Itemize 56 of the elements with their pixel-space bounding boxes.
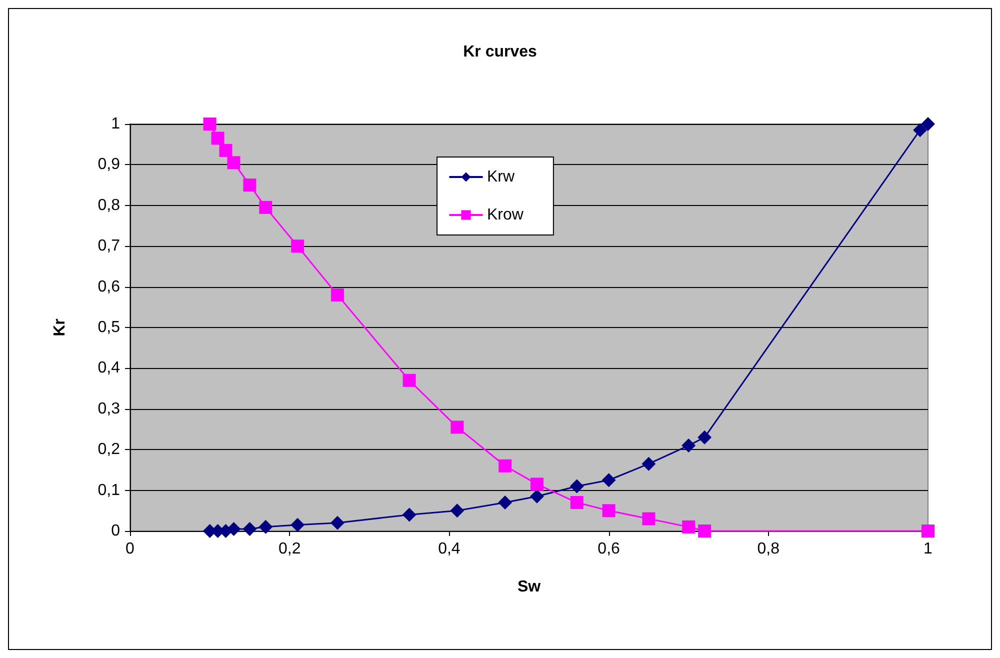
y-tick-label: 0,9 [98,156,120,174]
point [530,478,544,491]
point [682,438,696,453]
y-tick-label: 0,5 [98,319,120,336]
point [242,522,257,536]
x-axis-title: Sw [517,578,542,596]
point [402,508,416,522]
point [402,374,416,387]
y-tick-label: 0,8 [98,196,120,214]
point [570,479,584,494]
point [291,240,304,253]
point [602,473,616,488]
point [243,178,256,192]
point [698,524,712,538]
point [498,459,512,472]
point [450,504,464,518]
point [642,456,656,471]
point [211,132,224,145]
point [570,496,584,510]
point [330,288,344,302]
y-tick-label: 0,3 [98,400,120,418]
point [258,520,273,534]
x-tick-label: 1 [924,540,933,558]
y-tick-label: 1 [111,116,120,132]
y-tick-label: 0,4 [98,360,120,377]
legend-label: Krow [487,206,524,224]
y-tick-label: 0,7 [98,238,120,255]
x-tick-label: 0,6 [598,540,620,558]
point [330,516,344,530]
y-tick-label: 0,2 [98,441,120,458]
point [530,489,544,504]
point [203,118,216,130]
point [913,123,928,138]
point [290,518,305,532]
x-tick-label: 0,4 [438,540,460,558]
y-axis-title: Kr [52,318,68,336]
point [642,512,656,526]
legend-label: Krw [487,168,515,186]
point [921,117,935,131]
point [498,496,512,510]
y-tick-label: 0 [111,522,120,540]
y-tick-label: 0,6 [98,278,120,296]
point [226,522,241,536]
point [259,200,272,214]
x-tick-label: 0 [126,540,135,558]
y-tick-label: 0,1 [98,482,120,499]
x-tick-label: 0,8 [757,540,780,558]
x-tick-label: 0,2 [278,540,301,558]
point [682,520,696,534]
point [922,524,934,538]
point [219,144,232,157]
chart-title: Kr curves [463,44,538,60]
point [450,420,464,434]
point [698,430,712,444]
point [227,156,240,170]
point [602,504,616,518]
